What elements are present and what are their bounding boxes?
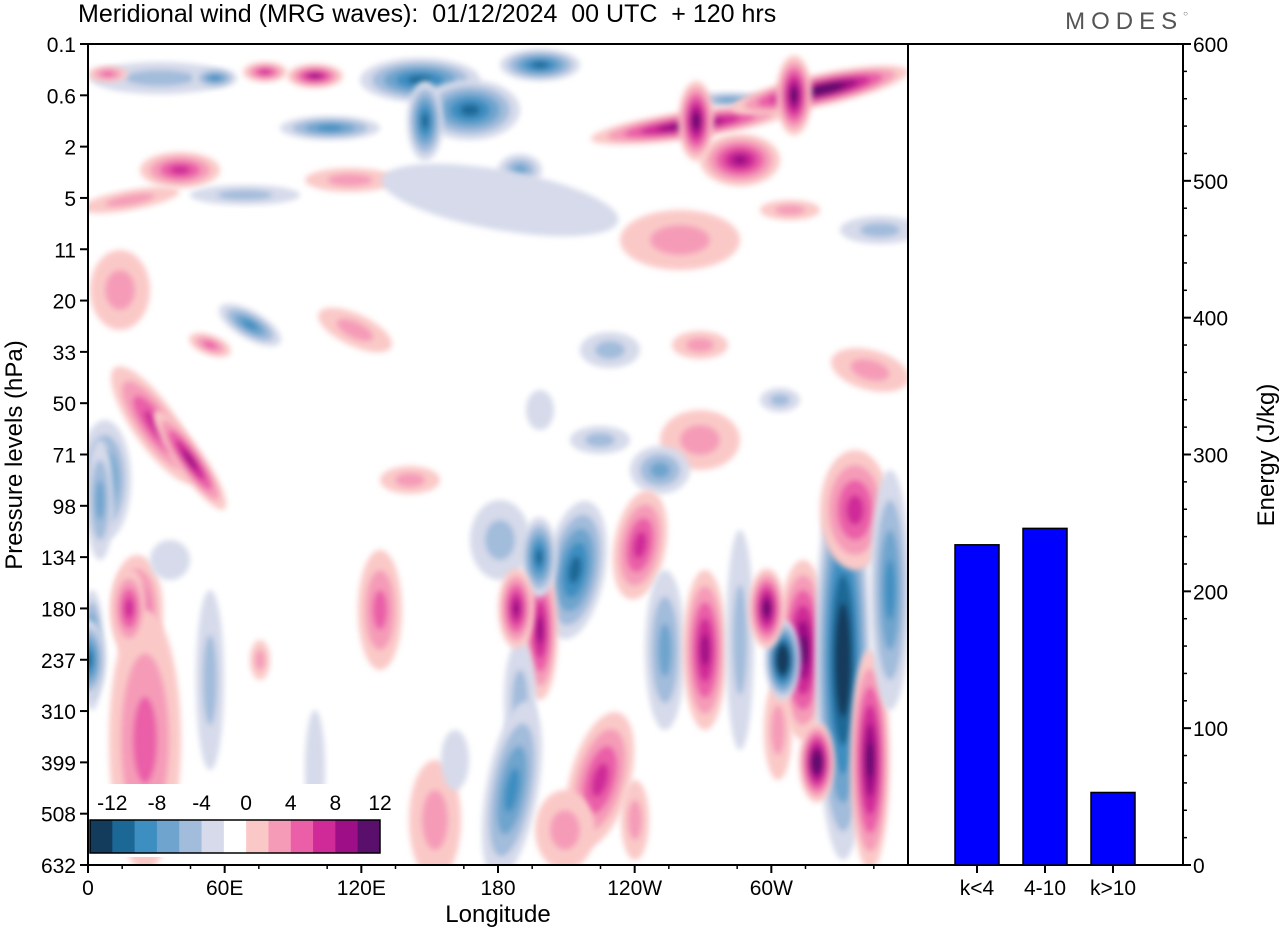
pressure-tick-label: 2 xyxy=(64,137,76,160)
energy-axis-label: Energy (J/kg) xyxy=(1253,384,1280,527)
longitude-tick-label: 120W xyxy=(607,877,662,900)
wavenumber-tick-label: 4-10 xyxy=(1024,877,1066,900)
wavenumber-tick-label: k>10 xyxy=(1090,877,1136,900)
colorbar-swatch xyxy=(268,820,292,853)
longitude-tick-label: 180 xyxy=(480,877,515,900)
energy-bar xyxy=(954,544,1000,866)
wavenumber-axis: k<4 4-10 k>10 xyxy=(960,865,1136,900)
pressure-tick-label: 33 xyxy=(53,342,76,365)
contour-feature xyxy=(764,619,801,700)
pressure-tick-label: 71 xyxy=(53,445,76,468)
colorbar-swatch xyxy=(335,820,359,853)
longitude-tick-label: 0 xyxy=(82,877,94,900)
pressure-tick-label: 399 xyxy=(41,752,76,775)
pressure-tick-label: 180 xyxy=(41,598,76,621)
pressure-tick-label: 0.6 xyxy=(47,85,76,108)
colorbar-swatch xyxy=(134,820,158,853)
energy-bars xyxy=(954,527,1136,866)
pressure-tick-label: 310 xyxy=(41,701,76,724)
energy-tick-label: 200 xyxy=(1193,581,1228,604)
energy-tick-label: 400 xyxy=(1193,308,1228,331)
longitude-tick-label: 120E xyxy=(337,877,386,900)
colorbar-tick-label: -12 xyxy=(97,792,127,815)
pressure-axis: 0.1 0.6 2 5 11 20 33 50 71 98 134 180 237 310 399 508 63… xyxy=(41,34,88,878)
longitude-tick-label: 60W xyxy=(750,877,793,900)
colorbar-swatch xyxy=(201,820,225,853)
colorbar-tick-label: 0 xyxy=(240,792,252,815)
pressure-tick-label: 20 xyxy=(53,291,76,314)
colorbar-tick-label: 4 xyxy=(285,792,297,815)
colorbar-swatch xyxy=(223,820,247,853)
colorbar-tick-label: -4 xyxy=(192,792,211,815)
pressure-tick-label: 0.1 xyxy=(47,34,76,57)
energy-tick-label: 300 xyxy=(1193,445,1228,468)
colorbar-swatch xyxy=(290,820,314,853)
colorbar-tick-label: -8 xyxy=(148,792,167,815)
pressure-tick-label: 98 xyxy=(53,496,76,519)
energy-bar xyxy=(1090,791,1136,866)
pressure-tick-label: 632 xyxy=(41,855,76,878)
contour-feature xyxy=(776,55,813,136)
contour-feature xyxy=(748,568,785,649)
colorbar-tick-label: 8 xyxy=(330,792,342,815)
colorbar-swatch xyxy=(246,820,269,853)
wavenumber-tick-label: k<4 xyxy=(960,877,995,900)
colorbar-swatch xyxy=(357,820,381,853)
energy-axis: 0 100 200 300 400 500 600 xyxy=(1183,34,1228,878)
chart-title: Meridional wind (MRG waves): 01/12/2024 … xyxy=(78,0,777,28)
contour-field xyxy=(88,44,908,865)
colorbar-swatch xyxy=(156,820,180,853)
colorbar-tick-label: 12 xyxy=(368,792,391,815)
brand-logo: MODES○ xyxy=(1065,8,1188,35)
contour-feature xyxy=(798,722,835,803)
contour-feature xyxy=(407,80,444,161)
longitude-tick-label: 60E xyxy=(206,877,243,900)
colorbar-swatch xyxy=(313,820,336,853)
energy-tick-label: 500 xyxy=(1193,171,1228,194)
y-axis-label: Pressure levels (hPa) xyxy=(1,340,28,569)
colorbar: -12 -8 -4 0 4 8 12 xyxy=(86,784,392,857)
contour-feature xyxy=(678,80,715,161)
colorbar-swatch xyxy=(90,820,113,853)
pressure-tick-label: 11 xyxy=(54,239,76,262)
energy-tick-label: 600 xyxy=(1193,34,1228,57)
colorbar-swatch xyxy=(179,820,203,853)
contour-feature xyxy=(498,568,535,649)
x-axis-label: Longitude xyxy=(445,901,550,928)
pressure-tick-label: 50 xyxy=(53,393,76,416)
contour-feature xyxy=(88,619,106,700)
energy-tick-label: 0 xyxy=(1193,855,1205,878)
pressure-tick-label: 134 xyxy=(41,547,76,570)
pressure-tick-label: 5 xyxy=(64,188,76,211)
pressure-tick-label: 508 xyxy=(41,804,76,827)
energy-tick-label: 100 xyxy=(1193,718,1228,741)
pressure-tick-label: 237 xyxy=(41,650,76,673)
contour-feature xyxy=(111,568,147,649)
contour-feature xyxy=(521,517,557,598)
colorbar-swatch xyxy=(112,820,136,853)
longitude-axis: 0 60E 120E 180 120W 60W xyxy=(82,865,875,900)
energy-bar xyxy=(1022,527,1068,866)
